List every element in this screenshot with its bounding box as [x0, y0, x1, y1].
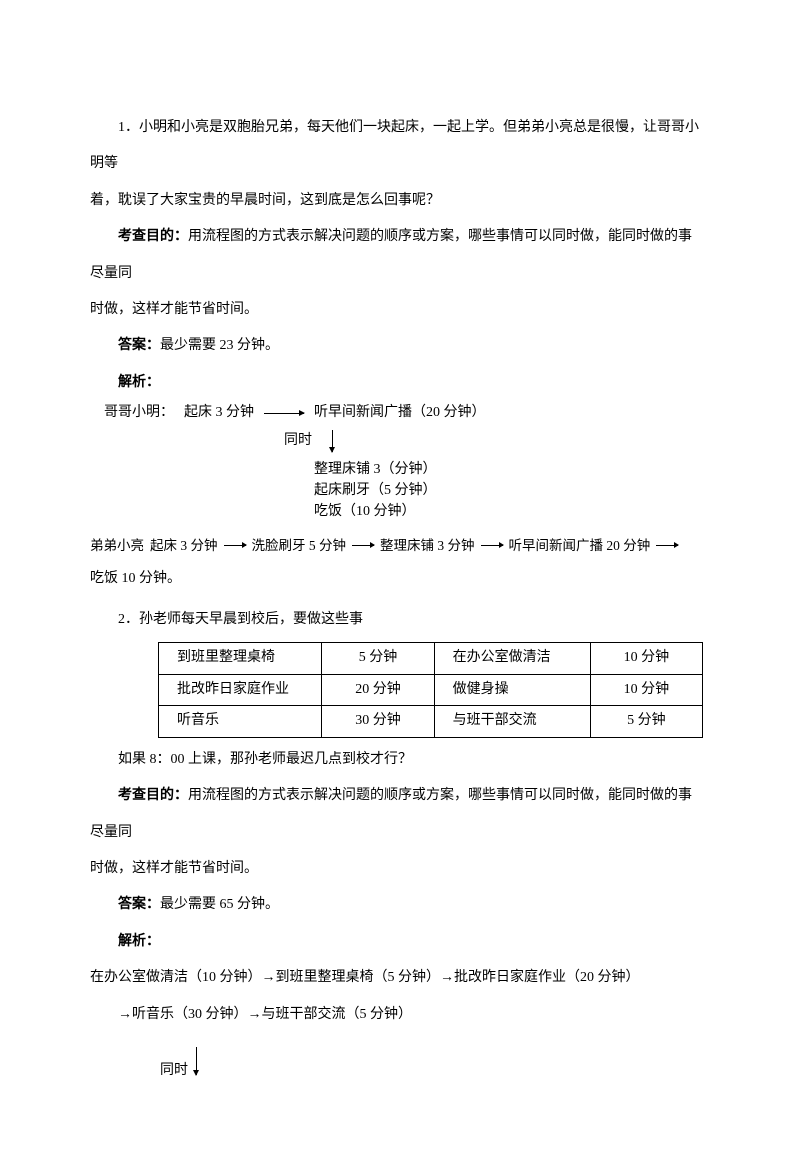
purpose-label: 考查目的：: [118, 229, 188, 244]
q1-xm-same-row: 同时: [284, 429, 703, 453]
q1-xm-step2: 听早间新闻广播（20 分钟）: [314, 401, 486, 425]
q2-answer-text: 最少需要 65 分钟。: [160, 897, 279, 912]
q2-analysis-a: 在办公室做清洁（10 分钟）→到班里整理桌椅（5 分钟）→批改昨日家庭作业（20…: [90, 970, 640, 985]
arrow-right-icon: [656, 545, 678, 546]
q1-line1: 1．小明和小亮是双胞胎兄弟，每天他们一块起床，一起上学。但弟弟小亮总是很慢，让哥…: [90, 110, 703, 183]
q2-purpose-line1: 考查目的：用流程图的方式表示解决问题的顺序或方案，哪些事情可以同时做，能同时做的…: [90, 778, 703, 851]
q1-flowchart-xm: 哥哥小明： 起床 3 分钟 听早间新闻广播（20 分钟） 同时 整理床铺 3（分…: [104, 401, 703, 522]
q1-flowchart-xl: 弟弟小亮 起床 3 分钟 洗脸刷牙 5 分钟 整理床铺 3 分钟 听早间新闻广播…: [90, 530, 703, 596]
q2-same-label: 同时: [160, 1053, 188, 1089]
q1-answer: 答案：最少需要 23 分钟。: [90, 328, 703, 364]
q2-followup: 如果 8：00 上课，那孙老师最迟几点到校才行？: [90, 742, 703, 778]
cell: 5 分钟: [322, 643, 434, 675]
q2-intro: 孙老师每天早晨到校后，要做这些事: [139, 612, 363, 627]
q1-xl-s1: 起床 3 分钟: [150, 530, 218, 562]
q2-task-table: 到班里整理桌椅 5 分钟 在办公室做清洁 10 分钟 批改昨日家庭作业 20 分…: [158, 642, 703, 738]
q1-xl-name: 弟弟小亮: [90, 530, 144, 562]
q2-same: 同时: [160, 1047, 703, 1089]
table-row: 批改昨日家庭作业 20 分钟 做健身操 10 分钟: [159, 674, 703, 706]
q1-xl-s3: 整理床铺 3 分钟: [380, 530, 475, 562]
q2-analysis-line1: 解析： 在办公室做清洁（10 分钟）→到班里整理桌椅（5 分钟）→批改昨日家庭作业…: [90, 924, 703, 997]
analysis-label: 解析：: [118, 375, 160, 390]
table-row: 到班里整理桌椅 5 分钟 在办公室做清洁 10 分钟: [159, 643, 703, 675]
q1-xl-tail: 吃饭 10 分钟。: [90, 562, 703, 596]
cell: 30 分钟: [322, 706, 434, 738]
q1-analysis-label: 解析：: [90, 365, 703, 401]
arrow-right-icon: [481, 545, 503, 546]
table-row: 听音乐 30 分钟 与班干部交流 5 分钟: [159, 706, 703, 738]
cell: 听音乐: [159, 706, 322, 738]
q2-number: 2．: [118, 612, 139, 627]
answer-label: 答案：: [118, 897, 160, 912]
cell: 5 分钟: [590, 706, 702, 738]
q2-intro-line: 2．孙老师每天早晨到校后，要做这些事: [90, 602, 703, 638]
cell: 在办公室做清洁: [434, 643, 590, 675]
cell: 10 分钟: [590, 643, 702, 675]
q1-xl-s4: 听早间新闻广播 20 分钟: [509, 530, 651, 562]
analysis-label: 解析：: [118, 934, 160, 949]
q1-xm-row: 哥哥小明： 起床 3 分钟 听早间新闻广播（20 分钟）: [104, 401, 703, 425]
q1-purpose-line1: 考查目的：用流程图的方式表示解决问题的顺序或方案，哪些事情可以同时做，能同时做的…: [90, 219, 703, 292]
q1-xm-sub: 整理床铺 3（分钟） 起床刷牙（5 分钟） 吃饭（10 分钟）: [314, 459, 703, 522]
answer-label: 答案：: [118, 338, 160, 353]
q1-purpose-line2: 时做，这样才能节省时间。: [90, 292, 703, 328]
arrow-down-icon: [332, 430, 333, 452]
q1-text-a: 小明和小亮是双胞胎兄弟，每天他们一块起床，一起上学。但弟弟小亮总是很慢，让哥哥小…: [90, 120, 699, 171]
cell: 10 分钟: [590, 674, 702, 706]
arrow-right-icon: [264, 413, 304, 414]
cell: 做健身操: [434, 674, 590, 706]
cell: 到班里整理桌椅: [159, 643, 322, 675]
q2-answer: 答案：最少需要 65 分钟。: [90, 887, 703, 923]
q1-same-label: 同时: [284, 429, 312, 453]
page-content: 1．小明和小亮是双胞胎兄弟，每天他们一块起床，一起上学。但弟弟小亮总是很慢，让哥…: [0, 0, 793, 1149]
arrow-right-icon: [224, 545, 246, 546]
q1-answer-text: 最少需要 23 分钟。: [160, 338, 279, 353]
arrow-down-icon: [196, 1047, 197, 1075]
q1-line2: 着，耽误了大家宝贵的早晨时间，这到底是怎么回事呢？: [90, 183, 703, 219]
arrow-right-icon: [352, 545, 374, 546]
q1-sub2: 起床刷牙（5 分钟）: [314, 480, 703, 501]
purpose-label: 考查目的：: [118, 788, 188, 803]
q1-sub3: 吃饭（10 分钟）: [314, 501, 703, 522]
cell: 20 分钟: [322, 674, 434, 706]
q2-purpose-line2: 时做，这样才能节省时间。: [90, 851, 703, 887]
q1-xl-row: 弟弟小亮 起床 3 分钟 洗脸刷牙 5 分钟 整理床铺 3 分钟 听早间新闻广播…: [90, 530, 703, 562]
cell: 批改昨日家庭作业: [159, 674, 322, 706]
cell: 与班干部交流: [434, 706, 590, 738]
q1-xm-step1: 起床 3 分钟: [184, 401, 254, 425]
q1-sub1: 整理床铺 3（分钟）: [314, 459, 703, 480]
q1-number: 1．: [118, 120, 139, 135]
q1-xl-s2: 洗脸刷牙 5 分钟: [252, 530, 347, 562]
q2-analysis-line2: →听音乐（30 分钟）→与班干部交流（5 分钟）: [90, 997, 703, 1033]
q1-xm-name: 哥哥小明：: [104, 401, 174, 425]
